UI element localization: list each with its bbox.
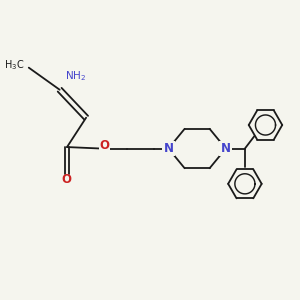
Text: N: N	[221, 142, 231, 155]
Text: O: O	[61, 173, 71, 187]
Text: $\mathregular{H_3C}$: $\mathregular{H_3C}$	[4, 58, 24, 72]
Text: O: O	[99, 139, 110, 152]
Text: N: N	[164, 142, 173, 155]
Text: $\mathregular{NH_2}$: $\mathregular{NH_2}$	[65, 70, 87, 83]
